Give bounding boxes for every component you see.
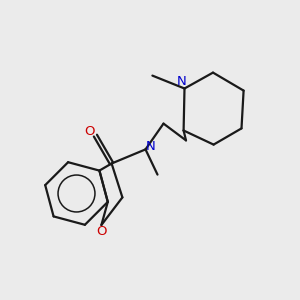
Text: O: O xyxy=(96,225,107,238)
Text: O: O xyxy=(84,125,95,139)
Text: N: N xyxy=(177,75,187,88)
Text: N: N xyxy=(146,140,156,153)
